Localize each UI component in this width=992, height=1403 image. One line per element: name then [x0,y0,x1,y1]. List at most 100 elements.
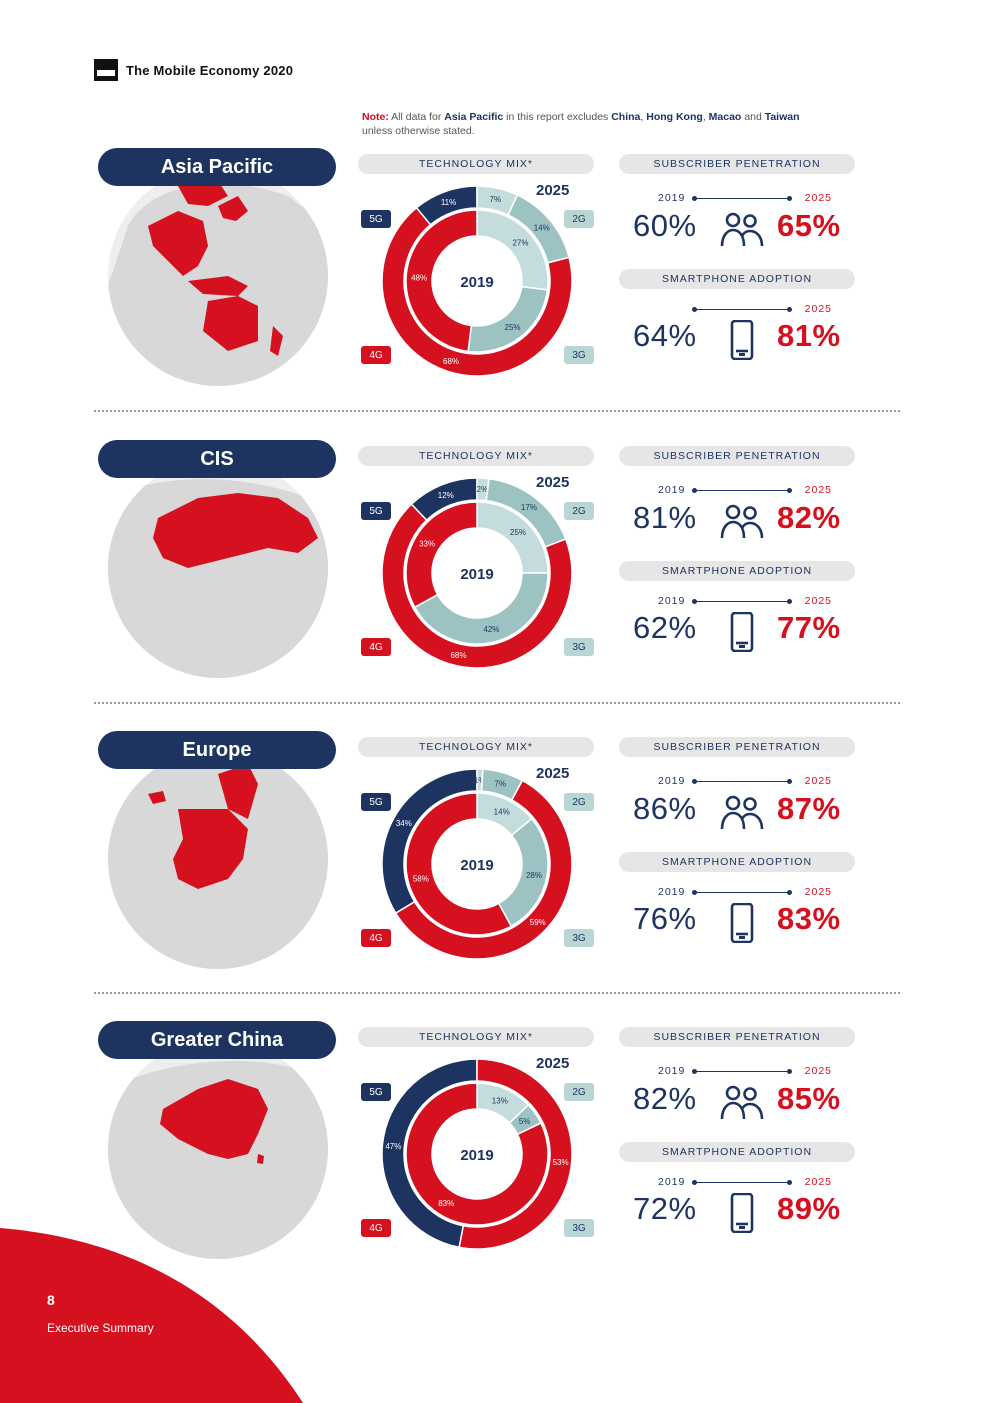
inner-label-3g: 5% [519,1117,531,1126]
legend-3g: 3G [564,929,594,947]
outer-ring-year: 2025 [536,1055,570,1072]
smartphone-timeline: 2019 2025 [656,595,832,607]
subscriber-timeline: 2019 2025 [656,775,832,787]
subscriber-2025-value: 87% [777,791,841,826]
timeline-start-year: 2019 [658,775,686,787]
region-title: Europe [98,731,336,769]
region-map [108,1039,328,1259]
technology-mix-heading: TECHNOLOGY MIX* [358,154,594,174]
inner-label-4g: 58% [413,874,429,883]
inner-label-3g: 28% [526,871,542,880]
smartphone-icon [719,612,765,652]
people-icon [719,793,765,833]
page-number: 8 [47,1292,55,1308]
note-text-6: unless otherwise stated. [362,125,475,137]
outer-segment-4g [381,503,573,669]
subscriber-2019-value: 86% [633,791,697,826]
inner-label-4g: 48% [411,273,427,282]
region-map [108,749,328,969]
smartphone-adoption-heading: SMARTPHONE ADOPTION [619,561,855,581]
subscriber-penetration-stat: 82% 85% [619,1079,869,1123]
region-section: Asia Pacific TECHNOLOGY MIX* SUBSCRIBER … [0,148,992,408]
subscriber-penetration-stat: 81% 82% [619,498,869,542]
donut-svg: 12% 2% 17% 68% 25% 42% 33% 2019 [381,477,573,669]
smartphone-icon [719,320,765,360]
timeline-start-year: 2019 [658,484,686,496]
region-title: Greater China [98,1021,336,1059]
legend-2g: 2G [564,793,594,811]
outer-label-3g: 7% [494,779,506,788]
outer-segment-4g [458,1058,573,1250]
subscriber-penetration-heading: SUBSCRIBER PENETRATION [619,737,855,757]
donut-svg: 34% 1% 7% 59% 14% 28% 58% 2019 [381,768,573,960]
timeline-start-year: 2019 [658,595,686,607]
section-name: Executive Summary [47,1321,154,1335]
legend-4g: 4G [361,1219,391,1237]
timeline-end-year: 2025 [804,1176,832,1188]
inner-segment-4g [405,501,478,609]
timeline-start-year: 2019 [658,1176,686,1188]
subscriber-timeline: 2019 2025 [656,1065,832,1077]
outer-label-2g: 2% [477,485,489,494]
technology-mix-donut: 12% 2% 17% 68% 25% 42% 33% 2019 [380,476,574,670]
smartphone-timeline: 2019 2025 [656,1176,832,1188]
legend-4g: 4G [361,346,391,364]
people-icon [719,210,765,250]
outer-ring-year: 2025 [536,474,570,491]
note-text-2: in this report excludes [503,111,612,123]
subscriber-penetration-stat: 86% 87% [619,789,869,833]
smartphone-adoption-stat: 62% 77% [619,608,869,652]
region-section: CIS TECHNOLOGY MIX* SUBSCRIBER PENETRATI… [0,440,992,700]
inner-label-3g: 42% [483,625,499,634]
smartphone-2019-value: 64% [633,318,697,353]
note-text-3: , [640,111,647,123]
timeline-end-year: 2025 [804,1065,832,1077]
subscriber-timeline: 2019 2025 [656,192,832,204]
subscriber-penetration-heading: SUBSCRIBER PENETRATION [619,1027,855,1047]
timeline-end-year: 2025 [804,595,832,607]
timeline-line [692,196,792,201]
smartphone-timeline: 2019 2025 [656,886,832,898]
timeline-line [692,779,792,784]
timeline-end-year: 2025 [804,775,832,787]
technology-mix-heading: TECHNOLOGY MIX* [358,1027,594,1047]
legend-5g: 5G [361,210,391,228]
smartphone-adoption-heading: SMARTPHONE ADOPTION [619,269,855,289]
region-section: Greater China TECHNOLOGY MIX* SUBSCRIBER… [0,1021,992,1281]
smartphone-2019-value: 62% [633,610,697,645]
timeline-end-year: 2025 [804,886,832,898]
timeline-line [692,1069,792,1074]
note-region-5: Taiwan [764,111,800,123]
smartphone-adoption-stat: 72% 89% [619,1189,869,1233]
legend-3g: 3G [564,638,594,656]
outer-segment-4g [394,779,573,960]
smartphone-timeline: 2025 [656,303,832,315]
donut-svg: 47% 53% 13% 5% 83% 2019 [381,1058,573,1250]
subscriber-2019-value: 60% [633,208,697,243]
timeline-line [692,1180,792,1185]
note-text-1: All data for [388,111,445,123]
subscriber-2025-value: 85% [777,1081,841,1116]
legend-4g: 4G [361,929,391,947]
region-title: CIS [98,440,336,478]
outer-label-4g: 53% [553,1158,569,1167]
timeline-end-year: 2025 [804,484,832,496]
inner-label-2g: 25% [510,528,526,537]
smartphone-adoption-stat: 76% 83% [619,899,869,943]
smartphone-2019-value: 76% [633,901,697,936]
report-header: The Mobile Economy 2020 [94,59,293,81]
legend-2g: 2G [564,1083,594,1101]
inner-ring-year: 2019 [460,857,493,874]
legend-5g: 5G [361,793,391,811]
legend-3g: 3G [564,1219,594,1237]
note-region-3: Hong Kong [646,111,703,123]
subscriber-penetration-stat: 60% 65% [619,206,869,250]
smartphone-icon [719,1193,765,1233]
timeline-end-year: 2025 [804,303,832,315]
subscriber-2019-value: 82% [633,1081,697,1116]
timeline-line [692,307,792,312]
technology-mix-donut: 34% 1% 7% 59% 14% 28% 58% 2019 [380,767,574,961]
section-divider [94,992,900,994]
inner-label-4g: 33% [419,539,435,548]
inner-label-4g: 83% [438,1199,454,1208]
